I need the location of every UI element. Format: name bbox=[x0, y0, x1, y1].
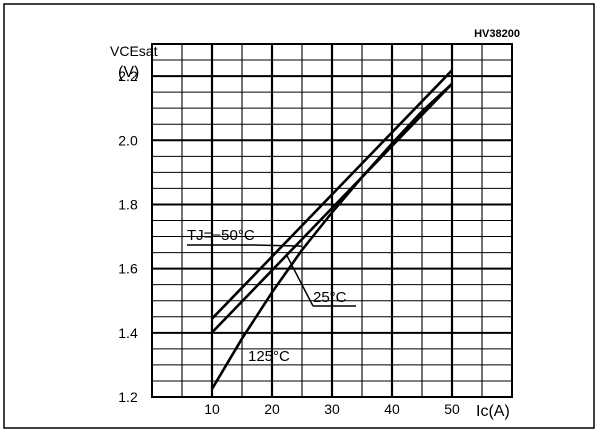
x-tick-label: 40 bbox=[384, 401, 400, 417]
y-tick-label: 2.0 bbox=[118, 132, 138, 148]
x-tick-labels: 10 20 30 40 50 bbox=[204, 401, 460, 417]
code-label: HV38200 bbox=[474, 28, 520, 40]
y-axis-label: VCEsat bbox=[110, 43, 158, 59]
x-tick-label: 20 bbox=[264, 401, 280, 417]
y-tick-label: 1.8 bbox=[118, 196, 138, 212]
x-tick-label: 30 bbox=[324, 401, 340, 417]
annotation-125c: 125°C bbox=[248, 348, 290, 365]
horizontal-gridlines bbox=[152, 59, 512, 382]
y-tick-label: 1.6 bbox=[118, 261, 138, 277]
annotation-leaders bbox=[187, 244, 356, 307]
y-axis-unit: (V) bbox=[118, 64, 139, 81]
annotation-25c: 25°C bbox=[313, 289, 347, 306]
y-tick-label: 2.2 bbox=[118, 68, 138, 84]
series-line-1 bbox=[211, 82, 453, 334]
y-tick-label: 1.2 bbox=[118, 389, 138, 405]
series-layer bbox=[210, 69, 453, 390]
leader-tj bbox=[253, 244, 303, 247]
x-axis-label: Ic(A) bbox=[476, 403, 510, 420]
plot-frame bbox=[151, 43, 513, 398]
x-tick-label: 50 bbox=[444, 401, 460, 417]
y-tick-labels: 1.2 1.4 1.6 1.8 2.0 2.2 bbox=[118, 68, 138, 405]
series-line-0 bbox=[211, 69, 453, 320]
series-line-2 bbox=[210, 82, 453, 390]
annotation-tj-minus50: TJ=−50°C bbox=[187, 227, 255, 244]
x-tick-label: 10 bbox=[204, 401, 220, 417]
y-tick-label: 1.4 bbox=[118, 325, 138, 341]
outer-frame bbox=[3, 3, 595, 429]
leader-25c bbox=[286, 255, 314, 307]
